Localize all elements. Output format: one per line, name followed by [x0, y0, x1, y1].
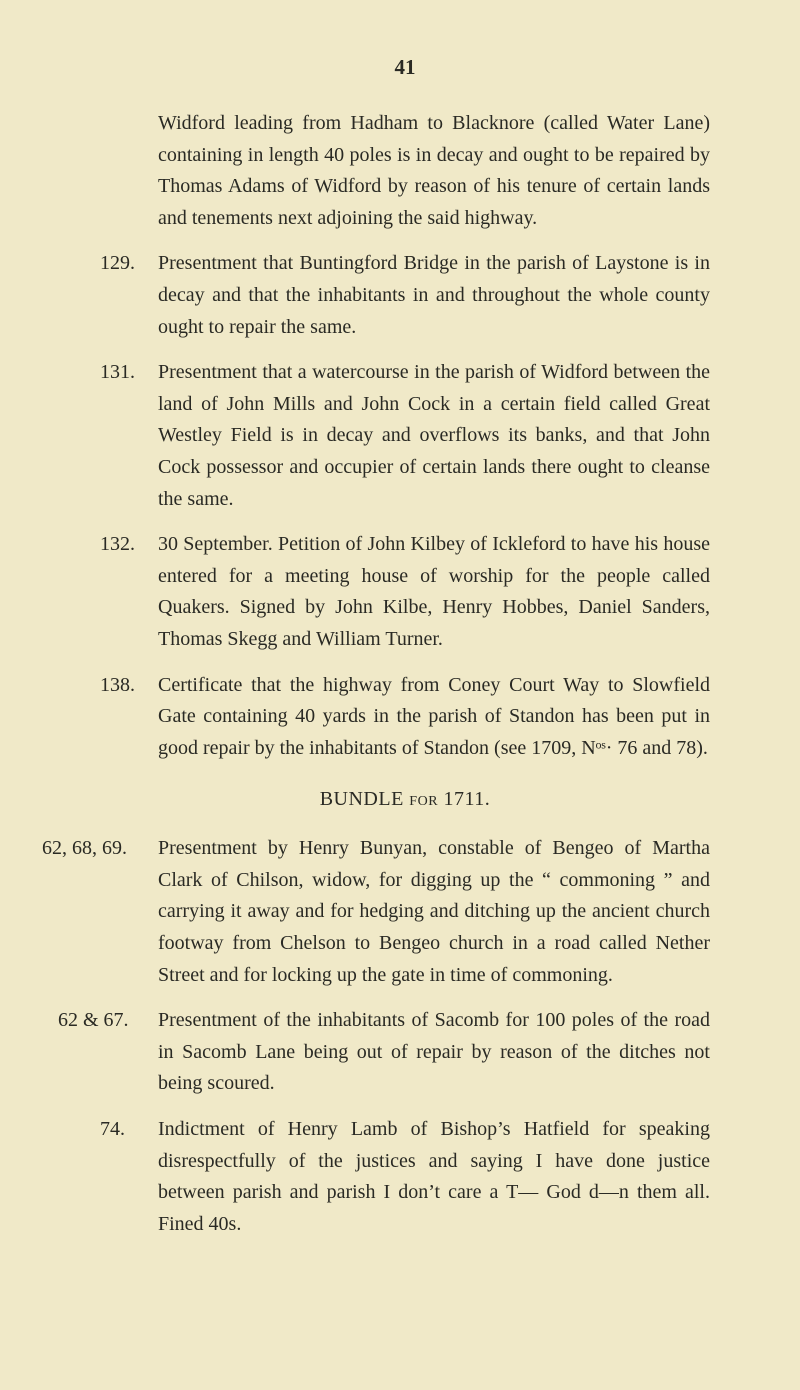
entry-62-67: 62 & 67. Presentment of the inhabitants …	[58, 1005, 710, 1100]
entry-number: 74.	[100, 1114, 158, 1146]
entry-138: 138. Certificate that the highway from C…	[100, 670, 710, 765]
entry-129: 129. Presentment that Buntingford Bridge…	[100, 248, 710, 343]
entry-number: 62 & 67.	[58, 1005, 158, 1037]
entry-body: Presentment that a watercourse in the pa…	[158, 357, 710, 515]
entry-body: Indictment of Henry Lamb of Bishop’s Hat…	[158, 1114, 710, 1240]
bundle-heading-text: BUNDLE for 1711.	[320, 788, 491, 810]
entry-body: Widford leading from Hadham to Blacknore…	[158, 108, 710, 234]
entry-number: 62, 68, 69.	[42, 833, 158, 865]
entry-62-68-69: 62, 68, 69. Presentment by Henry Bunyan,…	[42, 833, 710, 991]
entry-74: 74. Indictment of Henry Lamb of Bishop’s…	[100, 1114, 710, 1240]
entry-continuation: Widford leading from Hadham to Blacknore…	[100, 108, 710, 234]
bundle-heading: BUNDLE for 1711.	[100, 788, 710, 811]
entry-131: 131. Presentment that a watercourse in t…	[100, 357, 710, 515]
page: 41 Widford leading from Hadham to Blackn…	[0, 0, 800, 1390]
entry-132: 132. 30 September. Petition of John Kilb…	[100, 529, 710, 655]
entry-body: Presentment by Henry Bunyan, constable o…	[158, 833, 710, 991]
entry-number: 132.	[100, 529, 158, 561]
entry-number: 129.	[100, 248, 158, 280]
entry-body: Presentment of the inhabitants of Sacomb…	[158, 1005, 710, 1100]
entry-body: Presentment that Buntingford Bridge in t…	[158, 248, 710, 343]
entry-body: 30 September. Petition of John Kilbey of…	[158, 529, 710, 655]
page-number: 41	[100, 55, 710, 80]
entry-number: 138.	[100, 670, 158, 702]
entry-number: 131.	[100, 357, 158, 389]
entry-body: Certificate that the highway from Coney …	[158, 670, 710, 765]
